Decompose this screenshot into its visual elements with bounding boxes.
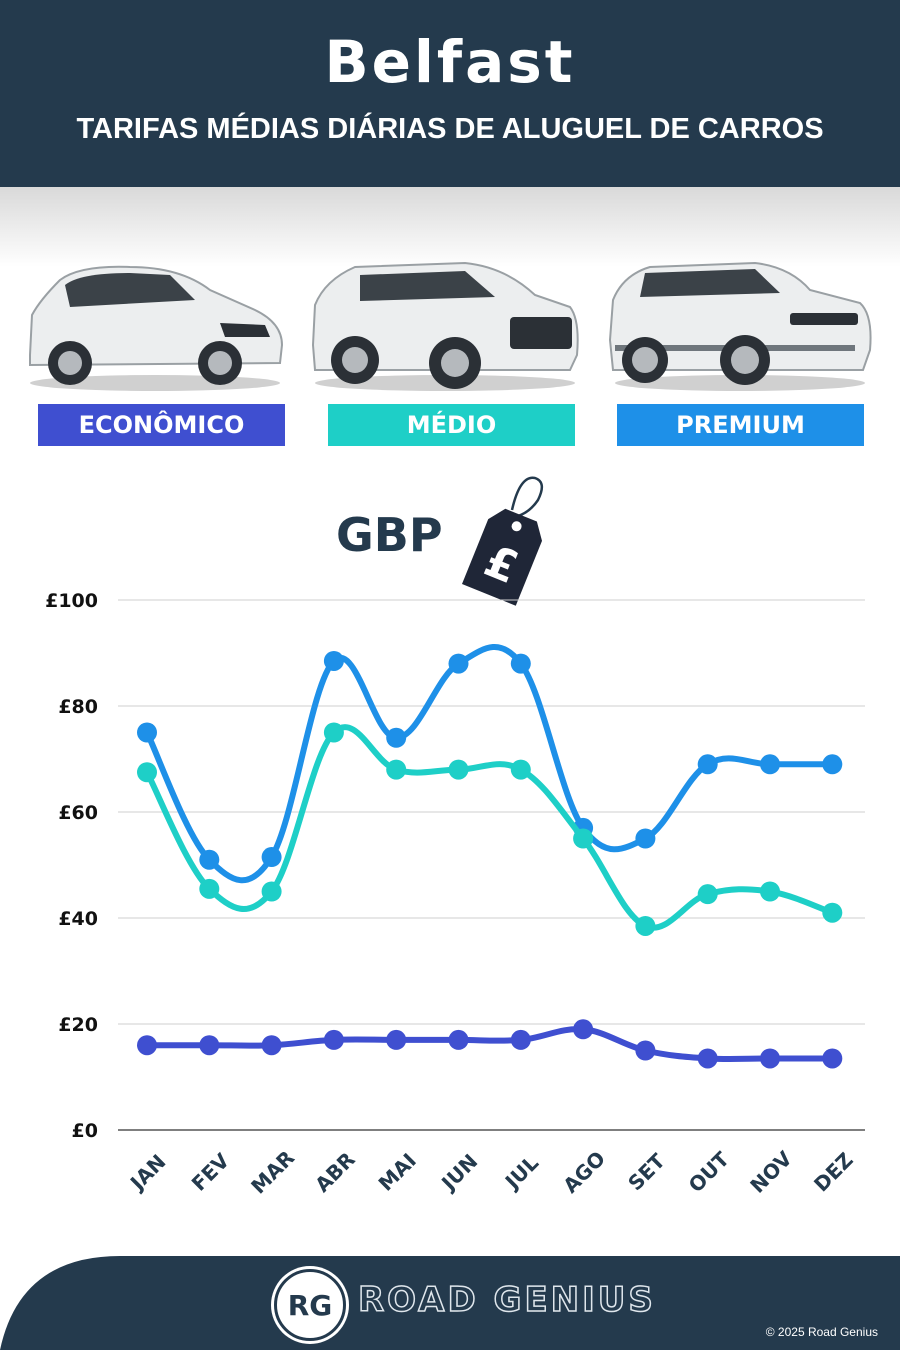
- data-point: [448, 1029, 469, 1050]
- header: Belfast TARIFAS MÉDIAS DIÁRIAS DE ALUGUE…: [0, 0, 900, 187]
- y-tick-label: £100: [45, 590, 98, 612]
- x-tick-label: NOV: [745, 1146, 797, 1198]
- x-tick-label: MAR: [246, 1146, 299, 1199]
- x-axis-labels: JAN FEV MAR ABR MAI JUN JUL AGO SET OUT NOV DEZ: [124, 1146, 858, 1199]
- data-point: [386, 759, 407, 780]
- data-point: [137, 762, 157, 783]
- data-point: [199, 878, 220, 899]
- data-point: [760, 881, 780, 902]
- x-tick-label: JUL: [499, 1151, 543, 1195]
- data-point: [510, 1029, 531, 1050]
- data-point: [261, 881, 282, 902]
- data-point: [323, 1029, 344, 1050]
- data-point: [137, 1035, 157, 1056]
- data-point: [822, 902, 843, 923]
- data-point: [448, 759, 469, 780]
- rental-rates-chart: £0 £20 £40 £60 £80 £100 JAN FEV MAR ABR MAI JUN JUL…: [45, 590, 865, 1199]
- header-shadow: [0, 187, 900, 267]
- page-subtitle: TARIFAS MÉDIAS DIÁRIAS DE ALUGUEL DE CAR…: [76, 113, 824, 145]
- economy-car-image: [29, 265, 284, 391]
- data-point: [760, 1048, 780, 1069]
- data-point: [323, 650, 344, 671]
- category-premium-label: PREMIUM: [617, 404, 864, 446]
- data-point: [635, 828, 656, 849]
- footer-background: [0, 1256, 900, 1350]
- x-tick-label: OUT: [684, 1147, 734, 1197]
- category-economy-label: ECONÔMICO: [38, 404, 285, 446]
- road-genius-logo: RG: [274, 1269, 346, 1341]
- midsize-car-image: [311, 261, 579, 391]
- data-point: [261, 847, 282, 868]
- data-point: [510, 653, 531, 674]
- data-point: [323, 722, 344, 743]
- data-point: [573, 1019, 594, 1040]
- data-point: [386, 1029, 407, 1050]
- x-tick-label: SET: [623, 1149, 670, 1196]
- data-point: [261, 1035, 282, 1056]
- data-point: [822, 754, 843, 775]
- y-axis-labels: £0 £20 £40 £60 £80 £100: [45, 590, 98, 1142]
- brand-name: ROAD GENIUS: [357, 1279, 656, 1321]
- y-tick-label: £80: [58, 696, 98, 718]
- y-tick-label: £40: [58, 908, 98, 930]
- y-tick-label: £60: [58, 802, 98, 824]
- data-point: [510, 759, 531, 780]
- data-point: [573, 828, 594, 849]
- category-midsize-label: MÉDIO: [328, 404, 575, 446]
- y-tick-label: £20: [58, 1014, 98, 1036]
- x-tick-label: JAN: [124, 1150, 170, 1196]
- data-point: [137, 722, 157, 743]
- y-tick-label: £0: [72, 1120, 98, 1142]
- data-point: [697, 754, 718, 775]
- data-point: [760, 754, 780, 775]
- page-title: Belfast: [324, 28, 576, 96]
- data-point: [199, 849, 220, 870]
- data-point: [822, 1048, 843, 1069]
- chart-series: [137, 643, 843, 1069]
- data-point: [697, 884, 718, 905]
- data-point: [635, 1040, 656, 1061]
- x-tick-label: FEV: [187, 1148, 235, 1196]
- price-tag-icon: £: [462, 476, 544, 606]
- data-point: [697, 1048, 718, 1069]
- copyright-text: © 2025 Road Genius: [765, 1325, 878, 1339]
- premium-car-image: [608, 261, 872, 391]
- x-tick-label: DEZ: [809, 1148, 858, 1197]
- x-tick-label: MAI: [374, 1148, 421, 1195]
- data-point: [448, 653, 469, 674]
- series-line: [144, 1026, 836, 1063]
- chart-grid: [118, 599, 865, 1131]
- data-point: [199, 1035, 220, 1056]
- x-tick-label: JUN: [435, 1149, 482, 1196]
- data-point: [386, 727, 407, 748]
- data-point: [635, 915, 656, 936]
- x-tick-label: AGO: [558, 1146, 610, 1198]
- currency-label: GBP: [336, 508, 443, 562]
- x-tick-label: ABR: [310, 1147, 360, 1197]
